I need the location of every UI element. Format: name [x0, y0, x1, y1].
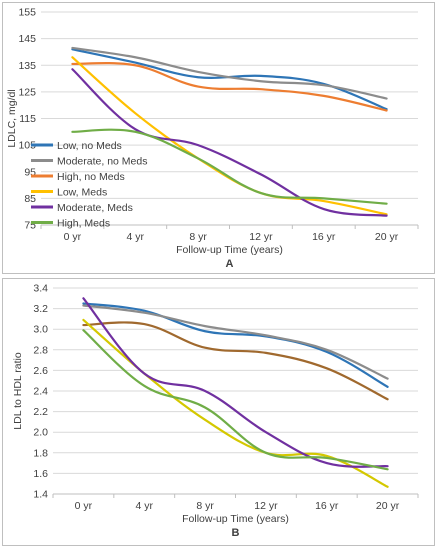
chart-a-legend-label-3: Low, Meds — [57, 187, 107, 199]
chart-a-y-tick-label: 135 — [18, 60, 36, 72]
chart-b-x-tick-label: 4 yr — [135, 500, 153, 512]
chart-b-y-tick-label: 2.6 — [33, 365, 48, 377]
chart-a-y-tick-label: 145 — [18, 33, 36, 45]
chart-a-svg: 75 85 95 105 115 125 135 145 155 0 yr 4 yr 8 yr 12 y… — [6, 7, 419, 270]
chart-b-x-tick-label: 16 yr — [315, 500, 339, 512]
chart-a-legend-label-0: Low, no Meds — [57, 140, 122, 152]
chart-b-y-tick-label: 2.8 — [33, 344, 48, 356]
chart-a-y-tick-label: 75 — [24, 220, 36, 232]
chart-b-y-tick-label: 2.0 — [33, 427, 48, 439]
chart-b-x-axis-label: Follow-up Time (years) — [182, 513, 289, 525]
chart-panel-a: 75 85 95 105 115 125 135 145 155 0 yr 4 yr 8 yr 12 y… — [2, 2, 435, 274]
chart-b-y-tick-label: 1.8 — [33, 447, 48, 459]
chart-a-legend-label-2: High, no Meds — [57, 171, 125, 183]
chart-b-y-tick-label: 3.4 — [33, 283, 48, 295]
chart-a-series-line-1 — [71, 46, 388, 100]
chart-panel-b: 1.4 1.6 1.8 2.0 2.2 2.4 2.6 2.8 3.0 3.2 3.4 0 yr 4 y… — [2, 278, 435, 546]
chart-a-x-tick-label: 4 yr — [126, 231, 144, 243]
chart-a-y-axis-label: LDLC, mg/dl — [6, 89, 18, 147]
chart-b-series-line-1 — [82, 304, 389, 380]
chart-a-legend-label-4: Moderate, Meds — [57, 202, 133, 214]
chart-a-series-line-2 — [71, 62, 388, 112]
chart-a-legend-label-1: Moderate, no Meds — [57, 156, 147, 168]
chart-b-x-tick-label: 12 yr — [254, 500, 278, 512]
chart-a-x-tick-label: 8 yr — [189, 231, 207, 243]
chart-b-panel-label: B — [232, 527, 240, 539]
chart-a-legend-label-5: High, Meds — [57, 218, 110, 230]
chart-a-y-tick-label: 155 — [18, 7, 36, 19]
chart-b-series-line-0 — [82, 302, 389, 388]
chart-a-y-tick-label: 85 — [24, 193, 36, 205]
chart-b-y-tick-label: 2.2 — [33, 406, 48, 418]
chart-a-y-tick-label: 105 — [18, 140, 36, 152]
chart-a-series-line-5 — [71, 128, 388, 205]
chart-b-series-line-4 — [82, 297, 389, 468]
chart-b-series-line-3 — [82, 318, 389, 488]
chart-a-x-tick-label: 12 yr — [249, 231, 273, 243]
chart-a-x-axis-label: Follow-up Time (years) — [176, 244, 283, 256]
chart-b-series-line-2 — [82, 321, 389, 401]
chart-b-y-tick-label: 3.2 — [33, 303, 48, 315]
chart-a-x-tick-label: 20 yr — [375, 231, 399, 243]
chart-a-x-tick-label: 16 yr — [312, 231, 336, 243]
chart-b-y-tick-label: 3.0 — [33, 324, 48, 336]
chart-a-y-tick-label: 125 — [18, 86, 36, 98]
chart-b-series-line-5 — [82, 329, 389, 471]
chart-b-y-tick-label: 1.6 — [33, 468, 48, 480]
chart-a-panel-label: A — [226, 258, 234, 270]
chart-b-x-tick-label: 20 yr — [376, 500, 400, 512]
chart-b-y-tick-label: 2.4 — [33, 386, 48, 398]
chart-b-y-tick-label: 1.4 — [33, 489, 48, 501]
chart-a-series-line-4 — [71, 68, 388, 217]
chart-a-y-tick-label: 115 — [19, 113, 36, 125]
chart-b-x-tick-label: 0 yr — [75, 500, 93, 512]
chart-a-series-line-3 — [71, 56, 388, 216]
chart-b-svg: 1.4 1.6 1.8 2.0 2.2 2.4 2.6 2.8 3.0 3.2 3.4 0 yr 4 y… — [12, 283, 419, 539]
chart-b-x-tick-label: 8 yr — [196, 500, 214, 512]
chart-a-x-tick-label: 0 yr — [64, 231, 82, 243]
chart-a-y-tick-label: 95 — [24, 166, 36, 178]
chart-b-y-axis-label: LDL to HDL ratio — [12, 352, 24, 430]
